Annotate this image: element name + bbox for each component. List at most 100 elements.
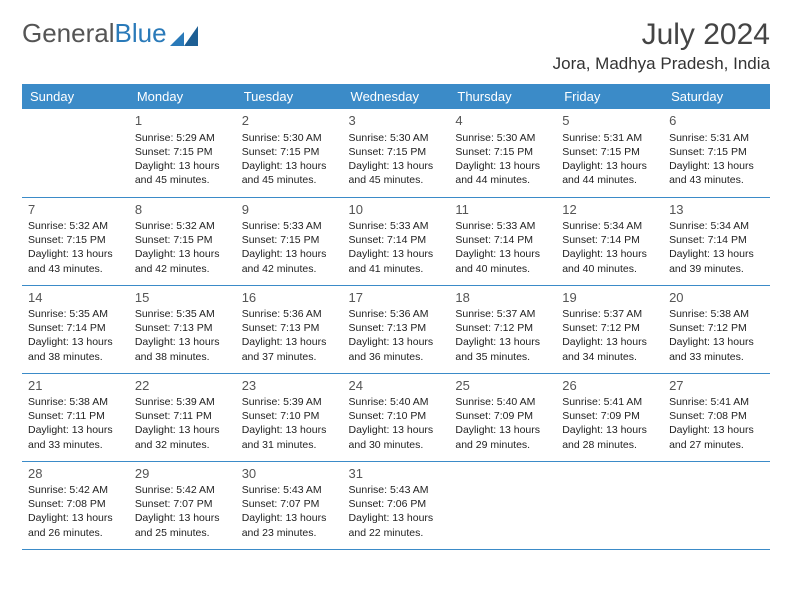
brand-part2: Blue [115,18,167,49]
day-info: Sunset: 7:14 PM [28,321,123,335]
day-cell: 21Sunrise: 5:38 AMSunset: 7:11 PMDayligh… [22,373,129,461]
day-header: Sunday [22,84,129,109]
day-info: Sunset: 7:09 PM [562,409,657,423]
day-number: 13 [669,201,764,219]
day-info: Sunrise: 5:31 AM [669,131,764,145]
day-info: Daylight: 13 hours [242,247,337,261]
day-info: Sunrise: 5:31 AM [562,131,657,145]
day-info: Sunrise: 5:33 AM [455,219,550,233]
day-info: Sunrise: 5:39 AM [135,395,230,409]
day-cell: 7Sunrise: 5:32 AMSunset: 7:15 PMDaylight… [22,197,129,285]
day-info: and 40 minutes. [455,262,550,276]
day-cell: 13Sunrise: 5:34 AMSunset: 7:14 PMDayligh… [663,197,770,285]
day-cell: 20Sunrise: 5:38 AMSunset: 7:12 PMDayligh… [663,285,770,373]
day-number: 6 [669,112,764,130]
day-info: Sunset: 7:08 PM [669,409,764,423]
day-info: and 43 minutes. [28,262,123,276]
day-number: 4 [455,112,550,130]
day-info: Sunrise: 5:36 AM [242,307,337,321]
day-info: Daylight: 13 hours [455,159,550,173]
day-info: and 44 minutes. [562,173,657,187]
day-cell [663,461,770,549]
day-info: Daylight: 13 hours [349,159,444,173]
day-info: and 30 minutes. [349,438,444,452]
day-info: and 23 minutes. [242,526,337,540]
day-info: and 35 minutes. [455,350,550,364]
day-number: 16 [242,289,337,307]
day-info: Sunset: 7:07 PM [135,497,230,511]
day-info: Sunset: 7:06 PM [349,497,444,511]
day-info: Sunset: 7:14 PM [455,233,550,247]
day-header-row: Sunday Monday Tuesday Wednesday Thursday… [22,84,770,109]
day-cell: 31Sunrise: 5:43 AMSunset: 7:06 PMDayligh… [343,461,450,549]
day-number: 20 [669,289,764,307]
day-info: and 28 minutes. [562,438,657,452]
day-number: 1 [135,112,230,130]
day-number: 18 [455,289,550,307]
day-cell [449,461,556,549]
day-info: and 33 minutes. [669,350,764,364]
calendar-body: 1Sunrise: 5:29 AMSunset: 7:15 PMDaylight… [22,109,770,549]
day-info: Sunset: 7:15 PM [349,145,444,159]
day-info: Sunrise: 5:35 AM [135,307,230,321]
day-cell: 1Sunrise: 5:29 AMSunset: 7:15 PMDaylight… [129,109,236,197]
day-header: Tuesday [236,84,343,109]
day-info: and 37 minutes. [242,350,337,364]
day-cell: 19Sunrise: 5:37 AMSunset: 7:12 PMDayligh… [556,285,663,373]
day-info: Sunrise: 5:30 AM [242,131,337,145]
day-info: Sunrise: 5:34 AM [562,219,657,233]
day-info: Sunset: 7:15 PM [242,233,337,247]
day-cell: 3Sunrise: 5:30 AMSunset: 7:15 PMDaylight… [343,109,450,197]
day-info: and 41 minutes. [349,262,444,276]
day-cell: 27Sunrise: 5:41 AMSunset: 7:08 PMDayligh… [663,373,770,461]
day-info: and 38 minutes. [28,350,123,364]
day-number: 12 [562,201,657,219]
day-cell: 23Sunrise: 5:39 AMSunset: 7:10 PMDayligh… [236,373,343,461]
day-info: Sunrise: 5:30 AM [455,131,550,145]
day-cell: 10Sunrise: 5:33 AMSunset: 7:14 PMDayligh… [343,197,450,285]
day-number: 3 [349,112,444,130]
day-number: 5 [562,112,657,130]
day-cell: 25Sunrise: 5:40 AMSunset: 7:09 PMDayligh… [449,373,556,461]
day-info: Sunrise: 5:40 AM [455,395,550,409]
day-info: Daylight: 13 hours [455,335,550,349]
logo: GeneralBlue [22,18,198,49]
day-number: 28 [28,465,123,483]
day-info: Sunrise: 5:35 AM [28,307,123,321]
day-cell: 28Sunrise: 5:42 AMSunset: 7:08 PMDayligh… [22,461,129,549]
day-info: and 29 minutes. [455,438,550,452]
day-info: Sunrise: 5:43 AM [349,483,444,497]
day-info: Daylight: 13 hours [242,335,337,349]
day-cell: 29Sunrise: 5:42 AMSunset: 7:07 PMDayligh… [129,461,236,549]
day-info: Sunset: 7:12 PM [562,321,657,335]
day-info: Sunrise: 5:39 AM [242,395,337,409]
day-info: Daylight: 13 hours [562,247,657,261]
day-info: Sunrise: 5:41 AM [669,395,764,409]
day-info: Sunrise: 5:38 AM [28,395,123,409]
day-info: Sunset: 7:15 PM [242,145,337,159]
day-info: Daylight: 13 hours [455,247,550,261]
day-info: Daylight: 13 hours [349,511,444,525]
day-cell: 6Sunrise: 5:31 AMSunset: 7:15 PMDaylight… [663,109,770,197]
day-info: and 43 minutes. [669,173,764,187]
day-info: Sunrise: 5:42 AM [28,483,123,497]
day-info: Sunset: 7:13 PM [135,321,230,335]
day-info: Daylight: 13 hours [242,423,337,437]
brand-part1: General [22,18,115,49]
day-info: Sunset: 7:13 PM [349,321,444,335]
day-number: 17 [349,289,444,307]
day-info: Sunset: 7:12 PM [669,321,764,335]
day-info: and 34 minutes. [562,350,657,364]
day-info: Sunrise: 5:34 AM [669,219,764,233]
day-info: Sunrise: 5:40 AM [349,395,444,409]
week-row: 1Sunrise: 5:29 AMSunset: 7:15 PMDaylight… [22,109,770,197]
day-info: Sunset: 7:07 PM [242,497,337,511]
day-cell: 8Sunrise: 5:32 AMSunset: 7:15 PMDaylight… [129,197,236,285]
day-info: Sunset: 7:12 PM [455,321,550,335]
day-info: Sunrise: 5:42 AM [135,483,230,497]
day-info: Daylight: 13 hours [242,511,337,525]
day-info: and 25 minutes. [135,526,230,540]
day-info: Daylight: 13 hours [669,335,764,349]
day-number: 14 [28,289,123,307]
day-info: Sunset: 7:14 PM [562,233,657,247]
